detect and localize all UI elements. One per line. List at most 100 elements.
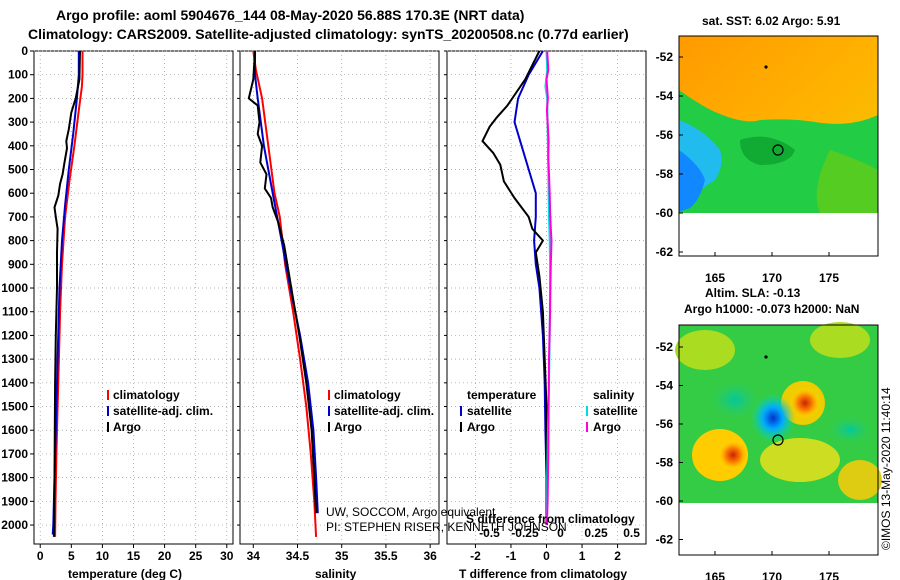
- top-tick-label: -0.5: [479, 526, 500, 540]
- y-tick-label: 800: [8, 234, 28, 248]
- map-x-tick-label: 165: [705, 271, 725, 285]
- y-tick-label: 300: [8, 115, 28, 129]
- y-tick-label: 100: [8, 68, 28, 82]
- sla-high: [789, 387, 821, 419]
- y-tick-label: 1100: [2, 305, 28, 319]
- imos-stamp: ©IMOS 13-May-2020 11:40:14: [879, 387, 893, 550]
- sla-map-frame: [678, 324, 879, 556]
- map-y-tick-label: -60: [656, 206, 674, 220]
- legend-label: climatology: [113, 388, 180, 402]
- x-tick-label: 30: [220, 549, 234, 563]
- top-tick-label: -0.25: [511, 526, 539, 540]
- series-line-t-satellite: [513, 50, 548, 525]
- y-tick-label: 2000: [1, 518, 28, 532]
- map-x-tick-label: 170: [762, 271, 782, 285]
- sla-patch: [675, 330, 735, 370]
- y-tick-label: 1200: [1, 328, 28, 342]
- map-bottom-title2: Argo h1000: -0.073 h2000: NaN: [684, 302, 859, 316]
- map-bottom-title1: Altim. SLA: -0.13: [705, 286, 801, 300]
- y-tick-label: 400: [8, 139, 28, 153]
- y-tick-label: 0: [21, 44, 28, 58]
- map-y-tick-label: -52: [656, 50, 674, 64]
- map-x-tick-label: 165: [705, 570, 725, 580]
- y-tick-label: 1900: [1, 494, 28, 508]
- y-tick-label: 500: [8, 163, 28, 177]
- map-y-tick-label: -60: [656, 494, 674, 508]
- x-tick-label: 1: [579, 549, 586, 563]
- top-axis-label: S difference from climatology: [466, 512, 635, 526]
- float-track-dot: [764, 355, 768, 359]
- series-line-argo: [52, 50, 81, 537]
- xlabel-salinity: salinity: [315, 567, 357, 580]
- y-tick-label: 1700: [1, 447, 28, 461]
- legend-label: Argo: [467, 420, 495, 434]
- legend-swatch-s-satellite: [586, 406, 588, 416]
- series-line-s-argo: [545, 50, 553, 526]
- map-x-tick-label: 175: [819, 570, 839, 580]
- legend-swatch-climatology: [328, 390, 330, 400]
- map-x-tick-label: 170: [762, 570, 782, 580]
- map-top-title: sat. SST: 6.02 Argo: 5.91: [702, 14, 841, 28]
- legend-label: satellite: [593, 404, 638, 418]
- map-y-tick-label: -54: [656, 89, 674, 103]
- x-tick-label: 20: [158, 549, 172, 563]
- xlabel-difference: T difference from climatology: [459, 567, 627, 580]
- x-tick-label: 0: [543, 549, 550, 563]
- legend-swatch-satellite: [328, 406, 330, 416]
- map-y-tick-label: -56: [656, 128, 674, 142]
- temperature-legend: climatology satellite-adj. clim. Argo: [107, 388, 213, 434]
- argo-float-marker: [772, 434, 784, 446]
- map-y-tick-label: -58: [656, 456, 674, 470]
- x-tick-label: 10: [96, 549, 110, 563]
- map-x-tick-label: 175: [819, 271, 839, 285]
- map-y-tick-label: -62: [656, 533, 674, 547]
- x-tick-label: 36: [423, 549, 437, 563]
- sst-cold-core: [679, 150, 705, 212]
- salinity-panel: [239, 50, 440, 545]
- legend-swatch-t-satellite: [460, 406, 462, 416]
- top-tick-label: 0.25: [584, 526, 608, 540]
- x-tick-label: 0: [37, 549, 44, 563]
- legend-swatch-climatology: [107, 390, 109, 400]
- sla-low: [751, 394, 795, 442]
- difference-legend: temperature satellite Argo salinity sate…: [460, 388, 638, 434]
- y-tick-label: 700: [8, 210, 28, 224]
- sla-patch: [760, 438, 840, 482]
- y-tick-label: 1500: [1, 400, 28, 414]
- x-tick-label: 15: [127, 549, 141, 563]
- y-tick-label: 1600: [1, 423, 28, 437]
- credits-line1: UW, SOCCOM, Argo equivalent: [326, 505, 496, 519]
- y-tick-label: 200: [8, 91, 28, 105]
- legend-swatch-s-argo: [586, 422, 588, 432]
- x-tick-label: 34.5: [286, 549, 310, 563]
- legend-title-temperature: temperature: [467, 388, 537, 402]
- sla-patch: [810, 322, 870, 358]
- legend-label: Argo: [334, 420, 362, 434]
- map-y-tick-label: -62: [656, 245, 674, 259]
- sst-no-data: [679, 213, 878, 256]
- top-tick-label: 0.5: [623, 526, 640, 540]
- sst-map: [678, 35, 879, 257]
- sla-teal: [710, 380, 760, 420]
- legend-title-salinity: salinity: [593, 388, 635, 402]
- sla-teal: [828, 416, 872, 444]
- x-tick-label: 35.5: [374, 549, 398, 563]
- sst-map-frame: [678, 35, 879, 257]
- series-line-t-argo: [481, 50, 548, 525]
- series-line-climatology: [54, 51, 84, 537]
- legend-label: Argo: [113, 420, 141, 434]
- legend-swatch-argo: [328, 422, 330, 432]
- x-tick-label: 2: [614, 549, 621, 563]
- x-tick-label: 25: [189, 549, 203, 563]
- temperature-panel: [33, 50, 234, 545]
- y-tick-label: 1800: [1, 471, 28, 485]
- map-y-tick-label: -54: [656, 379, 674, 393]
- xlabel-temperature: temperature (deg C): [68, 567, 182, 580]
- header-line1: Argo profile: aoml 5904676_144 08-May-20…: [56, 7, 525, 23]
- sst-dark-patch: [740, 136, 795, 165]
- x-tick-label: -2: [470, 549, 481, 563]
- y-tick-label: 1300: [1, 352, 28, 366]
- x-tick-label: -1: [506, 549, 517, 563]
- argo-float-marker: [772, 144, 784, 156]
